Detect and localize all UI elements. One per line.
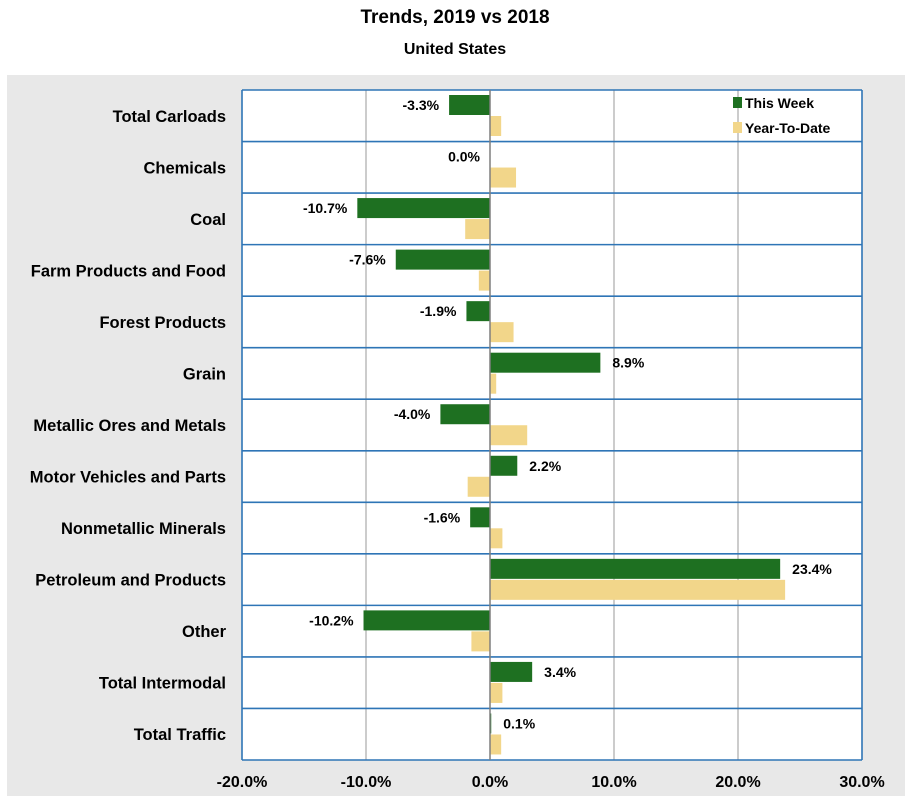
bar-year-to-date — [490, 528, 503, 549]
bar-year-to-date — [471, 631, 490, 652]
bar-this-week — [490, 661, 533, 682]
x-tick-label: 0.0% — [472, 774, 508, 791]
bar-this-week — [440, 404, 490, 425]
category-label: Total Carloads — [113, 108, 226, 126]
category-label: Other — [182, 623, 227, 641]
bar-this-week — [395, 249, 490, 270]
category-label: Petroleum and Products — [35, 572, 226, 590]
category-label: Farm Products and Food — [31, 262, 226, 280]
category-label: Total Traffic — [134, 726, 226, 744]
chart-subtitle: United States — [403, 41, 507, 58]
bar-this-week — [470, 507, 490, 528]
data-label: 8.9% — [612, 355, 644, 371]
bar-year-to-date — [490, 579, 786, 600]
x-tick-label: -10.0% — [341, 774, 392, 791]
x-tick-label: 30.0% — [839, 774, 884, 791]
data-label: -10.7% — [303, 200, 348, 216]
data-label: -7.6% — [349, 252, 386, 268]
data-label: 0.0% — [448, 149, 480, 165]
bar-year-to-date — [490, 373, 497, 394]
data-label: -1.6% — [424, 509, 461, 525]
x-tick-label: 10.0% — [591, 774, 636, 791]
data-label: -4.0% — [394, 406, 431, 422]
bar-year-to-date — [490, 322, 514, 343]
data-label: 3.4% — [544, 664, 576, 680]
bar-year-to-date — [490, 682, 503, 703]
bar-year-to-date — [490, 116, 502, 136]
bar-year-to-date — [478, 270, 490, 291]
category-label: Total Intermodal — [99, 675, 226, 693]
data-label: 2.2% — [529, 458, 561, 474]
bar-year-to-date — [465, 219, 490, 240]
legend-swatch-year-to-date — [733, 122, 742, 133]
bar-this-week — [466, 301, 490, 322]
x-tick-label: -20.0% — [217, 774, 268, 791]
bar-this-week — [490, 352, 601, 373]
category-label: Metallic Ores and Metals — [33, 417, 226, 435]
data-label: -10.2% — [309, 612, 354, 628]
bar-this-week — [357, 198, 490, 219]
bar-this-week — [363, 610, 490, 631]
category-label: Grain — [183, 365, 226, 383]
bar-year-to-date — [490, 734, 502, 755]
bar-this-week — [490, 558, 781, 579]
category-label: Nonmetallic Minerals — [61, 520, 226, 538]
bar-year-to-date — [467, 476, 490, 497]
legend-label-year-to-date: Year-To-Date — [745, 120, 831, 136]
chart-title: Trends, 2019 vs 2018 — [360, 7, 550, 28]
legend-swatch-this-week — [733, 97, 742, 108]
data-label: 23.4% — [792, 561, 832, 577]
plot-area — [242, 90, 862, 760]
category-label: Motor Vehicles and Parts — [30, 469, 226, 487]
x-tick-label: 20.0% — [715, 774, 760, 791]
legend-label-this-week: This Week — [745, 95, 814, 111]
bar-this-week — [449, 95, 490, 115]
data-label: -1.9% — [420, 303, 457, 319]
bar-this-week — [490, 455, 518, 476]
data-label: -3.3% — [403, 97, 440, 113]
bar-year-to-date — [490, 425, 528, 446]
category-label: Coal — [190, 211, 226, 229]
category-label: Forest Products — [99, 314, 226, 332]
category-label: Chemicals — [143, 159, 226, 177]
data-label: 0.1% — [503, 715, 535, 731]
bar-year-to-date — [490, 167, 517, 188]
